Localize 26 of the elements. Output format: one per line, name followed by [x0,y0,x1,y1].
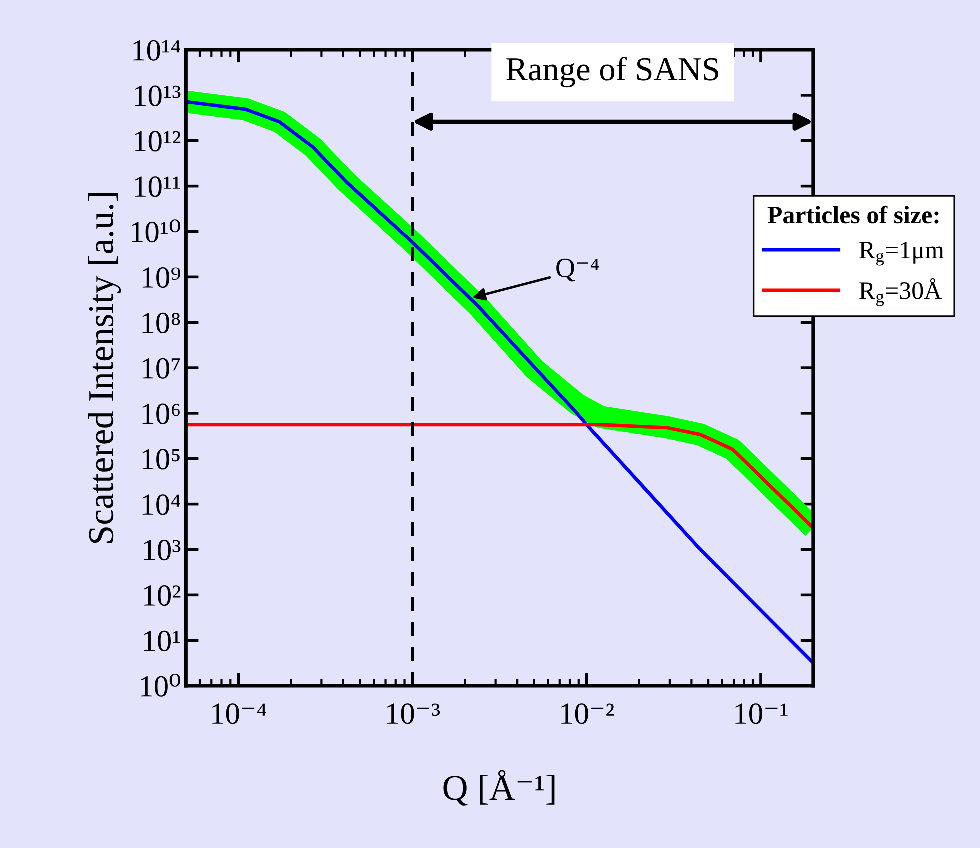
annotation: Range of SANS [506,56,718,88]
x-tick-label: 10⁻¹ [736,704,788,724]
x-tick-label: 10⁻³ [388,704,440,724]
x-axis-title: Q [Å⁻¹] [444,770,555,806]
y-tick-label: 10⁷ [142,358,180,379]
y-tick-label: 10¹¹ [135,176,180,198]
y-tick-label: 10⁰ [141,674,181,697]
y-tick-label: 10¹² [135,131,181,152]
y-tick-label: 10¹⁰ [132,220,181,243]
y-tick-label: 10⁹ [142,267,180,288]
legend-label: R$_{g}$=1μm [860,242,944,266]
y-tick-label: 10¹⁴ [134,40,180,61]
y-tick-label: 10⁶ [142,404,180,424]
y-tick-label: 10⁴ [142,494,180,516]
y-axis-title: Scattered Intensity [a.u.] [88,193,122,544]
annotation: Q⁻⁴ [556,258,600,282]
y-tick-label: 10² [144,585,181,606]
y-tick-label: 10¹ [144,630,180,652]
x-tick-label: 10⁻² [562,704,614,724]
x-tick-label: 10⁻⁴ [212,704,266,724]
y-tick-label: 10⁵ [142,449,180,470]
y-tick-label: 10³ [144,540,181,561]
y-tick-label: 10⁸ [142,312,180,334]
y-tick-label: 10¹³ [135,86,181,106]
legend-title: Particles of size: [768,206,939,224]
legend-label: R$_{g}$=30Å [860,278,942,306]
